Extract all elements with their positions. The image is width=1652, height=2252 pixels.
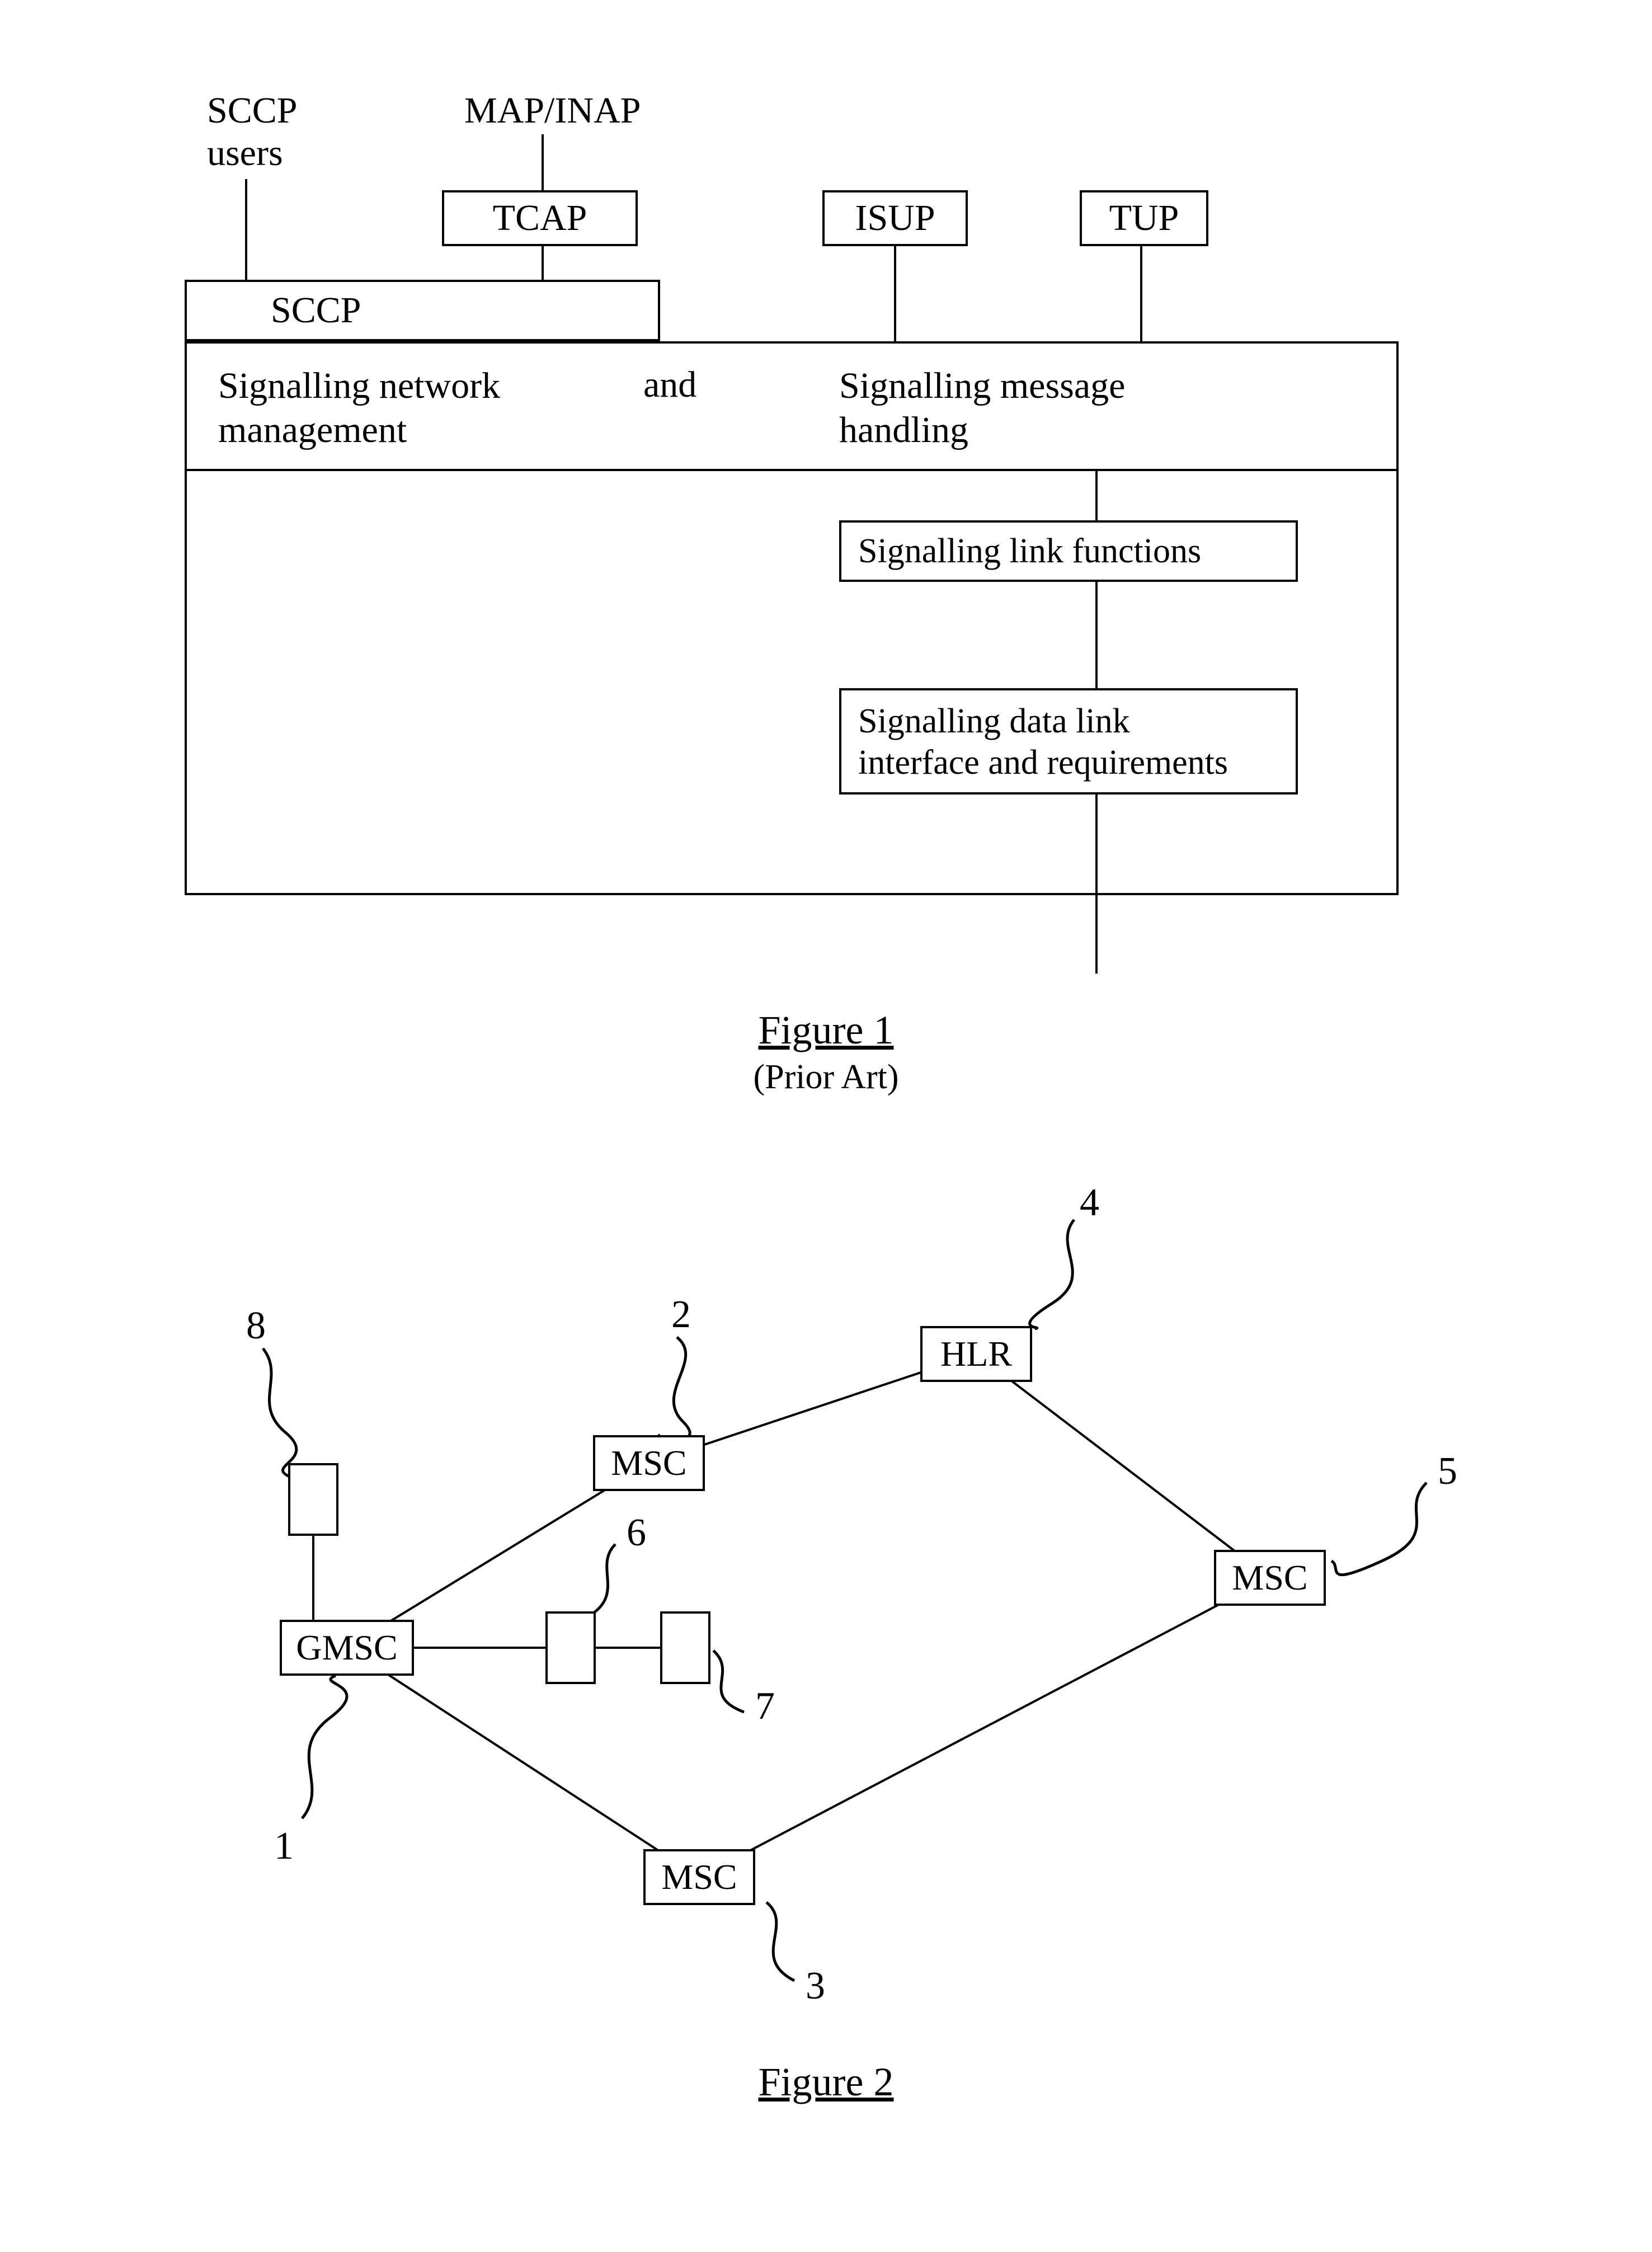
node-hlr: HLR xyxy=(920,1326,1032,1382)
ref-7: 7 xyxy=(755,1684,775,1729)
sdl-line2: interface and requirements xyxy=(858,744,1228,782)
sdl-box: Signalling data link interface and requi… xyxy=(839,688,1298,794)
edge-hlr-msc5 xyxy=(976,1354,1270,1578)
squiggle-8 xyxy=(263,1348,296,1477)
tup-box: TUP xyxy=(1080,190,1208,246)
squiggle-2 xyxy=(659,1337,690,1440)
and-label: and xyxy=(643,364,696,406)
sccp-text: SCCP xyxy=(271,289,361,332)
smh-label: Signalling message handling xyxy=(839,364,1125,452)
squiggle-3 xyxy=(766,1902,794,1981)
map-inap-label: MAP/INAP xyxy=(464,90,641,132)
squiggle-1 xyxy=(302,1676,347,1818)
figure2-title: Figure 2 xyxy=(0,2059,1652,2105)
ref-5: 5 xyxy=(1438,1449,1457,1494)
ref-6: 6 xyxy=(627,1511,646,1555)
tup-text: TUP xyxy=(1109,197,1179,239)
figure1-subtitle: (Prior Art) xyxy=(0,1057,1652,1097)
sccp-users-line2: users xyxy=(207,133,283,173)
node-msc2: MSC xyxy=(593,1435,705,1491)
ref-2: 2 xyxy=(671,1292,691,1337)
tcap-text: TCAP xyxy=(493,197,587,239)
squiggle-6 xyxy=(587,1544,615,1617)
node-gmsc: GMSC xyxy=(280,1620,414,1676)
slf-text: Signalling link functions xyxy=(858,532,1201,571)
isup-box: ISUP xyxy=(822,190,968,246)
sdl-line1: Signalling data link xyxy=(858,702,1130,740)
figure1-title: Figure 1 xyxy=(0,1007,1652,1054)
slf-box: Signalling link functions xyxy=(839,520,1298,582)
node-box7 xyxy=(660,1611,710,1684)
isup-text: ISUP xyxy=(855,197,935,239)
squiggle-7 xyxy=(713,1651,744,1712)
ref-4: 4 xyxy=(1080,1181,1099,1225)
node-msc5: MSC xyxy=(1214,1550,1326,1606)
snm-label: Signalling network management xyxy=(218,364,500,452)
ref-8: 8 xyxy=(246,1304,266,1348)
sccp-users-line1: SCCP xyxy=(207,90,297,131)
tcap-box: TCAP xyxy=(442,190,638,246)
edge-msc3-gmsc xyxy=(347,1648,699,1877)
squiggle-4 xyxy=(1030,1220,1074,1329)
edge-msc5-msc3 xyxy=(699,1578,1270,1877)
sccp-box: SCCP xyxy=(185,280,660,341)
squiggle-5 xyxy=(1331,1483,1427,1575)
ref-1: 1 xyxy=(274,1824,294,1869)
node-box8 xyxy=(288,1463,338,1536)
sccp-users-label: SCCP users xyxy=(207,90,297,175)
ref-3: 3 xyxy=(806,1964,825,2009)
node-box6 xyxy=(545,1611,596,1684)
node-msc3: MSC xyxy=(643,1849,755,1905)
